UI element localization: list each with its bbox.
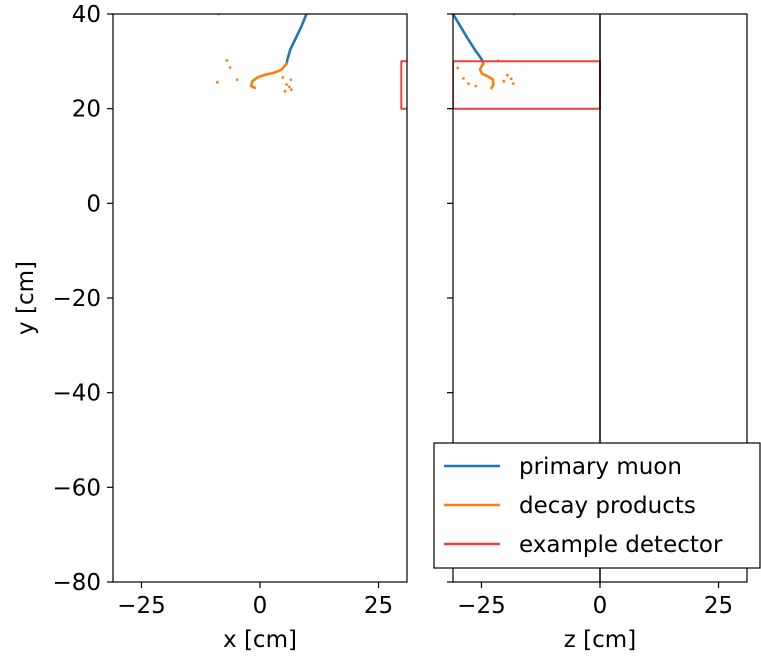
right-panel: −25 0 25 z [cm] — [447, 13, 748, 653]
legend-label-primary-muon: primary muon — [519, 454, 682, 480]
right-series-decay-products-point-0 — [456, 66, 460, 70]
left-series-example-detector-line — [400, 60, 407, 110]
left-series-decay-products-point-7 — [288, 85, 291, 89]
left-series-decay-products-line — [249, 62, 288, 90]
left-y-tick-label: −60 — [52, 475, 101, 501]
left-series-primary-muon-line — [285, 14, 308, 66]
left-y-ticks: 40 20 0 −20 −40 −60 −80 — [52, 2, 113, 596]
left-x-tick-label: −25 — [117, 593, 166, 619]
left-series-decay-products-point-0 — [225, 59, 229, 62]
left-y-tick-label: −40 — [52, 381, 101, 407]
right-series-decay-products-point-7 — [502, 79, 506, 83]
left-series-decay-products-point-4 — [281, 76, 285, 79]
legend: primary muon decay products example dete… — [433, 442, 761, 569]
left-series-decay-products-point-6 — [285, 83, 288, 86]
right-series-decay-products-point-5 — [509, 77, 513, 81]
right-x-tick-label: 0 — [593, 593, 608, 619]
left-x-ticks: −25 0 25 — [117, 582, 393, 619]
left-x-tick-label: 25 — [364, 593, 393, 619]
left-x-axis-label: x [cm] — [223, 627, 297, 653]
left-panel: −25 0 25 40 20 0 −20 −40 −60 −80 x [cm] y [cm] — [13, 2, 408, 653]
left-series-decay-products-point-8 — [283, 89, 287, 93]
left-y-tick-label: 20 — [72, 97, 101, 123]
left-series-decay-products-point-3 — [215, 80, 219, 84]
left-series-decay-products-point-2 — [235, 78, 239, 82]
right-series-decay-products-point-1 — [462, 77, 465, 80]
right-series-decay-products-line — [478, 62, 495, 90]
right-x-tick-label: 25 — [704, 593, 733, 619]
left-series-decay-products-point-5 — [289, 78, 293, 82]
left-y-axis-label: y [cm] — [13, 261, 39, 335]
right-x-ticks: −25 0 25 — [457, 582, 733, 619]
right-plot-area — [453, 14, 601, 582]
right-series-decay-products-point-6 — [511, 82, 515, 85]
right-series-decay-products-point-3 — [474, 84, 478, 88]
right-series-primary-muon-line — [453, 14, 485, 66]
left-axes-frame — [112, 13, 408, 583]
left-series-decay-products-point-1 — [228, 66, 232, 69]
right-x-axis-label: z [cm] — [564, 627, 636, 653]
left-series-decay-products-point-9 — [289, 88, 293, 92]
legend-label-example-detector: example detector — [519, 532, 723, 558]
left-y-tick-label: 0 — [86, 191, 101, 217]
left-x-tick-label: 0 — [253, 593, 268, 619]
right-x-tick-label: −25 — [457, 593, 506, 619]
legend-label-decay-products: decay products — [519, 493, 696, 519]
left-y-tick-label: −80 — [52, 570, 101, 596]
left-y-tick-label: 40 — [72, 2, 101, 28]
right-series-decay-products-point-4 — [506, 73, 509, 77]
left-y-tick-label: −20 — [52, 286, 101, 312]
right-series-decay-products-point-2 — [467, 82, 470, 85]
left-plot-area — [215, 14, 407, 110]
